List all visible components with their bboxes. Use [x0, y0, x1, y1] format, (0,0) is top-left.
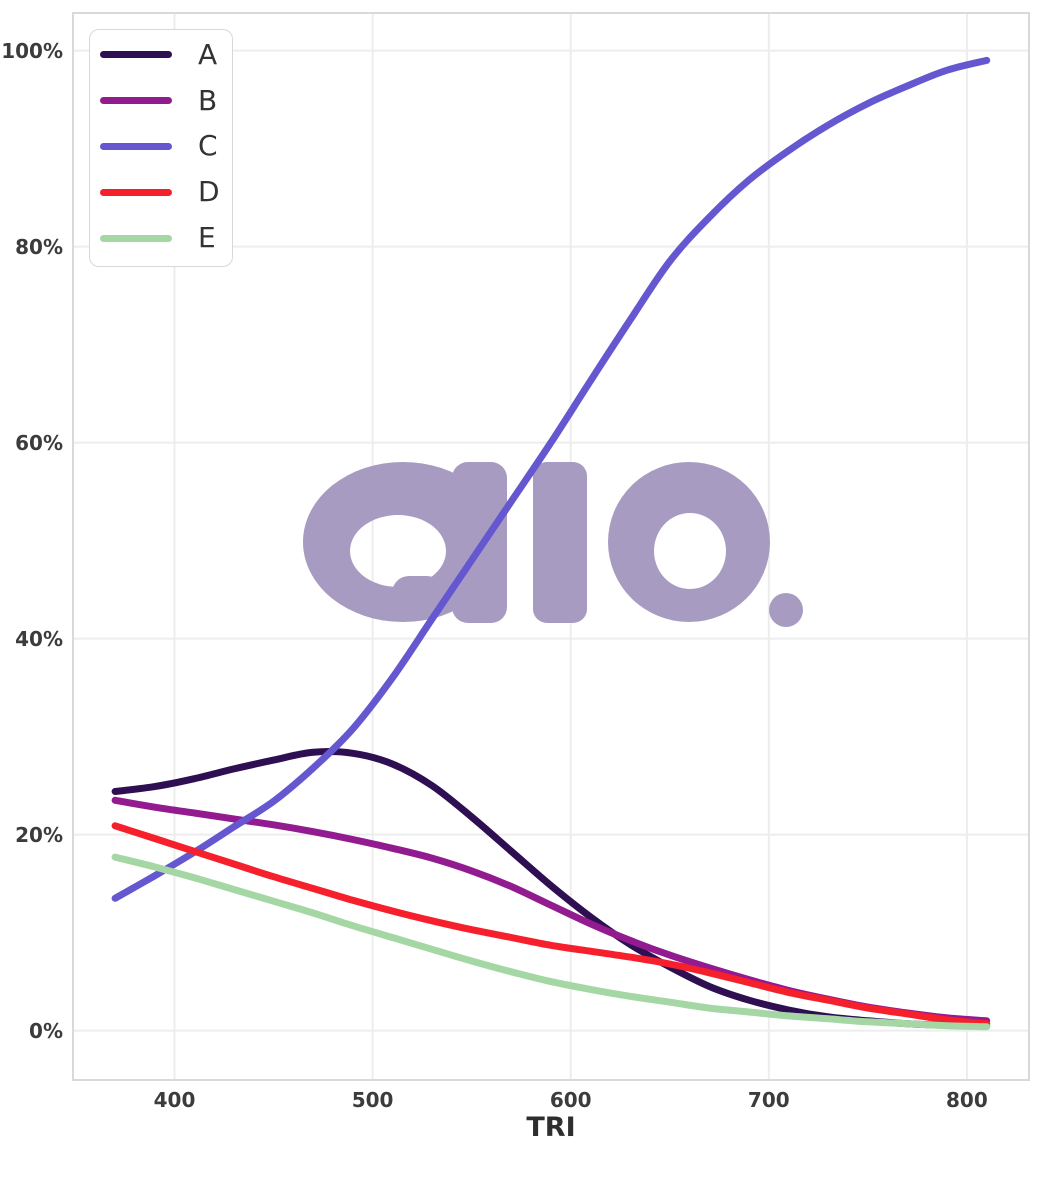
legend-item-e: E — [100, 215, 232, 261]
x-tick-600: 600 — [550, 1088, 592, 1112]
legend-item-a: A — [100, 32, 232, 78]
y-axis-ticks: 0% 20% 40% 60% 80% 100% — [1, 39, 63, 1043]
x-tick-700: 700 — [748, 1088, 790, 1112]
legend-item-d: D — [100, 169, 232, 215]
x-tick-500: 500 — [352, 1088, 394, 1112]
watermark-letter-i — [533, 462, 587, 623]
legend-swatch-a — [100, 51, 172, 59]
plot-panel-border — [72, 12, 1030, 1081]
legend-swatch-c — [100, 142, 172, 150]
series-e-line — [111, 853, 991, 1031]
legend-label-c: C — [198, 129, 218, 163]
series-c-line — [111, 56, 991, 902]
watermark-letter-o — [608, 462, 770, 622]
y-tick-80: 80% — [15, 235, 63, 259]
x-axis-ticks: 400 500 600 700 800 — [154, 1088, 988, 1112]
y-tick-20: 20% — [15, 823, 63, 847]
series-d-line — [111, 822, 991, 1028]
legend-swatch-d — [100, 188, 172, 196]
y-tick-40: 40% — [15, 627, 63, 651]
legend-swatch-e — [100, 234, 172, 242]
watermark-letter-a-tail — [392, 576, 444, 610]
legend-label-e: E — [198, 221, 216, 255]
legend-label-d: D — [198, 175, 220, 209]
series-lines — [111, 56, 991, 1031]
legend-box: A B C D E — [89, 29, 233, 267]
x-tick-400: 400 — [154, 1088, 196, 1112]
x-axis-title: TRI — [526, 1112, 575, 1143]
watermark-period — [769, 593, 803, 627]
y-tick-0: 0% — [29, 1019, 63, 1043]
y-tick-100: 100% — [1, 39, 63, 63]
legend-item-b: B — [100, 78, 232, 124]
legend-label-b: B — [198, 83, 218, 117]
legend-item-c: C — [100, 124, 232, 170]
legend-label-a: A — [198, 37, 218, 71]
x-tick-800: 800 — [946, 1088, 988, 1112]
legend-swatch-b — [100, 97, 172, 105]
y-tick-60: 60% — [15, 431, 63, 455]
